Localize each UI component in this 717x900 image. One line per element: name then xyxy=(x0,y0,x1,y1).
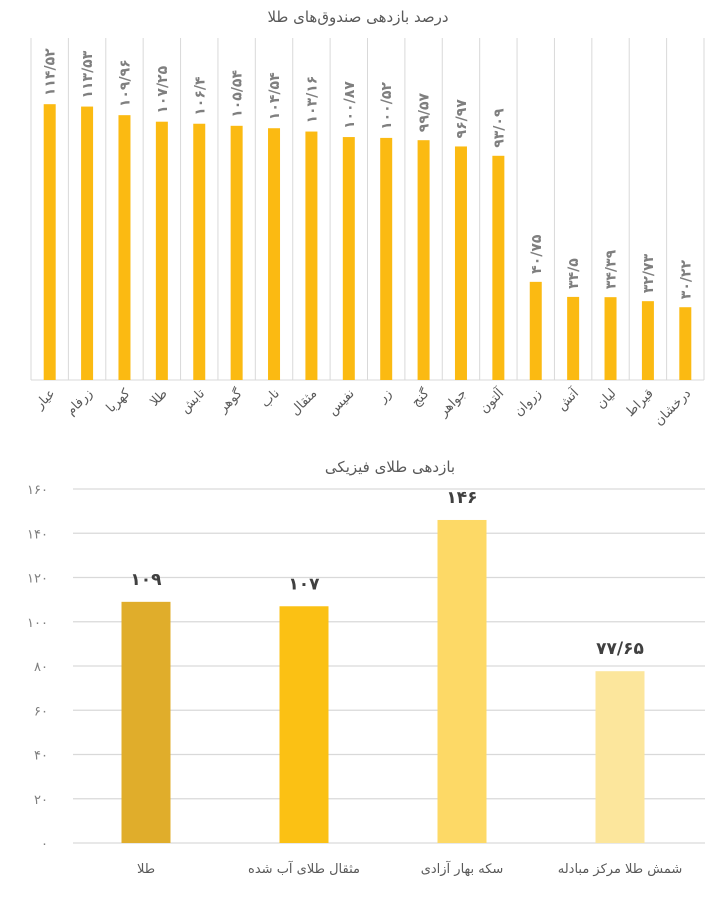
category-label: ناب xyxy=(258,386,283,411)
y-tick-label: ۲۰ xyxy=(34,793,48,808)
bar xyxy=(529,281,542,380)
data-label: ۱۰۷ xyxy=(288,574,320,594)
bar xyxy=(567,296,580,380)
category-label: درخشان xyxy=(652,386,695,429)
chart1-title: درصد بازدهی صندوق‌های طلا xyxy=(267,8,448,26)
data-label: ۹۳/۰۹ xyxy=(491,108,507,148)
bar xyxy=(193,123,206,380)
bar xyxy=(342,137,355,380)
bar xyxy=(121,601,171,843)
data-label: ۱۰۰/۸۷ xyxy=(342,81,358,129)
y-tick-label: ۱۶۰ xyxy=(27,483,48,498)
category-label: آتش xyxy=(553,384,583,414)
y-tick-label: ۶۰ xyxy=(34,704,48,719)
data-label: ۳۴/۵ xyxy=(566,258,582,289)
data-label: ۹۶/۹۷ xyxy=(454,99,470,139)
y-tick-label: ۴۰ xyxy=(34,749,48,764)
y-tick-label: ۱۴۰ xyxy=(27,527,48,542)
data-label: ۱۰۰/۵۲ xyxy=(379,82,395,130)
data-label: ۳۰/۲۲ xyxy=(678,259,694,299)
category-label: جواهر xyxy=(436,386,470,420)
category-label: طلا xyxy=(137,862,155,877)
chart1-plot: ۱۱۴/۵۲ عیار ۱۱۳/۵۳ زرفام ۱۰۹/۹۶ کهربا ۱۰۷/۲۵ طل… xyxy=(30,38,705,429)
data-label: ۴۰/۷۵ xyxy=(529,234,545,274)
bar xyxy=(604,297,617,380)
bar xyxy=(595,671,645,843)
data-label: ۱۱۴/۵۲ xyxy=(43,48,59,96)
data-label: ۱۰۹/۹۶ xyxy=(117,59,133,107)
data-label: ۳۴/۳۹ xyxy=(604,249,620,289)
bar xyxy=(268,128,281,380)
category-label: سکه بهار آزادی xyxy=(421,860,504,877)
category-label: مثقال طلای آب شده xyxy=(248,860,360,877)
bar xyxy=(679,307,692,380)
data-label: ۱۰۴/۵۴ xyxy=(267,72,283,120)
bar xyxy=(305,131,318,380)
bar xyxy=(279,606,329,843)
category-label: گوهر xyxy=(214,385,246,417)
category-label: زر xyxy=(375,386,395,406)
bar xyxy=(380,137,393,380)
bar xyxy=(230,125,243,381)
y-tick-label: ۱۰۰ xyxy=(27,616,48,631)
chart2-plot: ۰ ۲۰ ۴۰ ۶۰ ۸۰ ۱۰۰ ۱۲۰ ۱۴۰ ۱۶۰ ۱۰۹ طلا ۱۰۷ مثقال طلای… xyxy=(27,483,705,877)
bar xyxy=(81,106,94,380)
category-label: عیار xyxy=(32,386,59,413)
data-label: ۱۰۷/۲۵ xyxy=(155,65,171,113)
y-tick-label: ۸۰ xyxy=(34,660,48,675)
bar xyxy=(417,140,430,380)
data-label: ۳۲/۷۳ xyxy=(641,253,657,293)
chart2-title: بازدهی طلای فیزیکی xyxy=(325,458,455,476)
category-label: تابش xyxy=(178,386,209,417)
category-label: زرفام xyxy=(64,386,96,418)
category-label: کهربا xyxy=(104,386,134,416)
bar xyxy=(437,519,487,843)
category-label: آلتون xyxy=(476,384,509,417)
data-label: ۱۰۳/۱۶ xyxy=(304,76,320,124)
bar xyxy=(641,301,654,380)
y-tick-label: ۱۲۰ xyxy=(27,572,48,587)
category-label: مثقال xyxy=(288,386,320,418)
bar xyxy=(155,121,168,380)
category-label: زروان xyxy=(511,386,544,419)
category-label: لیان xyxy=(594,386,620,412)
bar xyxy=(492,155,505,380)
bar xyxy=(43,104,56,380)
data-label: ۱۱۳/۵۳ xyxy=(80,50,96,98)
data-label: ۹۹/۵۷ xyxy=(417,92,433,132)
y-tick-label: ۰ xyxy=(41,837,48,852)
category-label: طلا xyxy=(147,386,170,409)
bar xyxy=(454,146,467,380)
category-label: قیراط xyxy=(623,386,657,420)
data-label: ۱۰۹ xyxy=(130,570,162,590)
data-label: ۱۰۶/۴ xyxy=(192,76,208,116)
category-label: نفیس xyxy=(325,386,357,418)
category-label: شمش طلا مرکز مبادله xyxy=(558,862,683,877)
data-label: ۱۰۵/۵۴ xyxy=(230,70,246,118)
bar xyxy=(118,115,131,381)
data-label: ۷۷/۶۵ xyxy=(596,639,644,659)
category-label: گنج xyxy=(408,385,433,410)
data-label: ۱۴۶ xyxy=(446,488,477,508)
